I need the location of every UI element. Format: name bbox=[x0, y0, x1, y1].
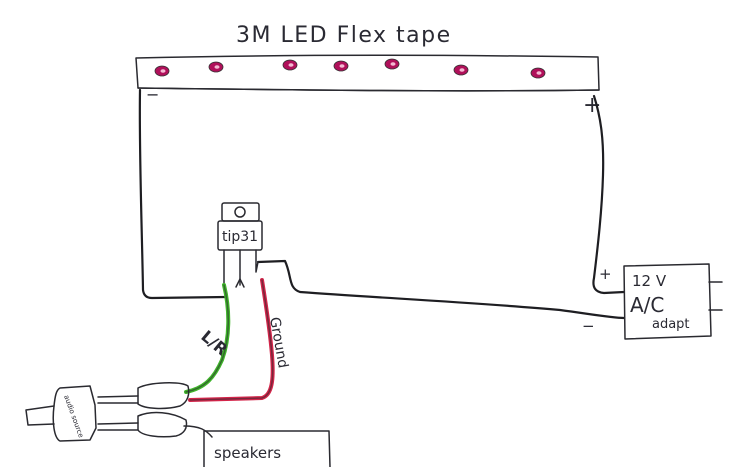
led-strip: − + bbox=[135, 54, 601, 118]
collector-return-wire bbox=[256, 259, 626, 320]
diagram-title: 3M LED Flex tape bbox=[236, 23, 452, 48]
led-dot-highlight bbox=[214, 65, 220, 69]
led-dot-highlight bbox=[160, 69, 166, 73]
led-dot-group bbox=[154, 58, 546, 79]
adapter-voltage-label: 12 V bbox=[632, 272, 667, 290]
led-dot-highlight bbox=[390, 62, 396, 66]
strip-negative-label: − bbox=[146, 85, 159, 104]
led-dot-highlight bbox=[339, 64, 345, 68]
led-dot-highlight bbox=[288, 63, 294, 67]
led-dot-highlight bbox=[536, 71, 542, 75]
led-dot-highlight bbox=[459, 68, 465, 72]
strip-positive-label: + bbox=[583, 93, 601, 118]
transistor-label: tip31 bbox=[222, 229, 258, 245]
adapter-plus-label: + bbox=[599, 265, 612, 283]
speakers-box: speakers bbox=[203, 430, 331, 467]
strip-positive-wire bbox=[592, 94, 626, 295]
adapter-adapt-label: adapt bbox=[652, 317, 690, 332]
adapter-type-label: A/C bbox=[630, 293, 664, 317]
transistor-tip31: tip31 bbox=[217, 202, 263, 288]
audio-source-label: audio source bbox=[62, 394, 85, 439]
speakers-label: speakers bbox=[214, 444, 281, 462]
strip-negative-wire bbox=[138, 88, 228, 300]
ac-adapter: 12 V A/C adapt + − bbox=[582, 263, 723, 340]
adapter-minus-label: − bbox=[582, 317, 595, 335]
